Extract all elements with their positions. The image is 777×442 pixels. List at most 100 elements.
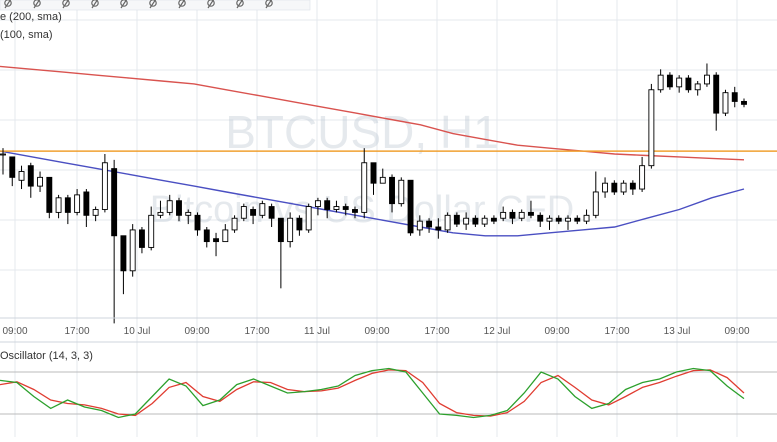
- candle-up: [500, 211, 507, 219]
- candle-up: [620, 182, 627, 193]
- candle-down: [203, 229, 210, 243]
- candle-up: [481, 217, 488, 225]
- pencil-icon-glyph: [62, 0, 70, 7]
- candle-up: [583, 214, 590, 222]
- candle-down: [9, 156, 16, 178]
- candle-down: [574, 217, 581, 222]
- ruler-icon[interactable]: [178, 0, 186, 9]
- candles-layer: [0, 63, 747, 324]
- stoch-d-line: [0, 369, 745, 417]
- oscillator-pane: [0, 367, 777, 419]
- candle-up: [129, 229, 136, 272]
- brush-icon[interactable]: [91, 0, 99, 9]
- legend-sma100[interactable]: (100, sma): [0, 29, 53, 41]
- x-tick-label: 09:00: [2, 326, 27, 337]
- candle-up: [287, 217, 294, 243]
- candle-down: [685, 77, 692, 91]
- x-tick-label: 11 Jul: [304, 326, 330, 337]
- fit-icon-glyph: [149, 0, 157, 7]
- draw-line-icon-glyph: [33, 0, 41, 7]
- candle-down: [213, 238, 219, 243]
- resize-icon-stroke: [265, 0, 273, 9]
- candle-down: [268, 206, 275, 219]
- candle-up: [314, 200, 321, 208]
- stoch-k-line: [0, 367, 745, 419]
- candle-down: [324, 200, 331, 210]
- brush-icon-stroke: [91, 0, 99, 9]
- candle-up: [157, 211, 164, 216]
- candle-up: [676, 77, 683, 88]
- pencil-icon[interactable]: [62, 0, 70, 9]
- candle-up: [704, 74, 710, 85]
- crosshair-icon[interactable]: [4, 0, 12, 9]
- x-tick-label: 17:00: [64, 326, 89, 337]
- candle-down: [250, 209, 257, 216]
- crosshair-icon-stroke: [4, 0, 12, 9]
- candle-up: [148, 214, 155, 248]
- candle-up: [0, 153, 6, 156]
- candle-down: [46, 176, 53, 213]
- candle-down: [389, 176, 395, 205]
- candle-down: [741, 100, 747, 105]
- candle-up: [657, 74, 664, 91]
- candle-down: [296, 217, 303, 231]
- sma100-line: [0, 150, 745, 237]
- fit-icon[interactable]: [149, 0, 157, 9]
- candle-down: [453, 214, 460, 225]
- sma200-line: [0, 65, 745, 161]
- magnet-icon[interactable]: [207, 0, 215, 9]
- candle-down: [472, 217, 479, 225]
- toolbar: [0, 0, 311, 11]
- x-tick-label: 09:00: [184, 326, 209, 337]
- cursor-icon-stroke: [120, 0, 128, 9]
- candle-up: [602, 182, 609, 193]
- candle-down: [435, 226, 442, 231]
- candle-down: [528, 211, 534, 216]
- candle-up: [722, 92, 729, 114]
- candle-down: [490, 217, 497, 222]
- candle-down: [83, 191, 90, 216]
- candle-down: [138, 229, 145, 248]
- candle-up: [361, 162, 368, 213]
- x-tick-label: 09:00: [364, 326, 389, 337]
- x-tick-label: 10 Jul: [124, 326, 151, 337]
- candle-up: [37, 176, 43, 187]
- legend-oscillator[interactable]: Oscillator (14, 3, 3): [0, 350, 93, 362]
- settings-icon-stroke: [236, 0, 244, 9]
- candle-up: [592, 191, 599, 216]
- candle-up: [463, 217, 470, 225]
- x-tick-label: 17:00: [424, 326, 449, 337]
- candle-up: [259, 203, 266, 216]
- candle-up: [222, 229, 229, 243]
- candle-up: [648, 89, 655, 167]
- candle-down: [277, 217, 284, 243]
- legend-sma200[interactable]: e (200, sma): [0, 11, 62, 23]
- candle-up: [240, 206, 247, 219]
- candle-down: [27, 165, 34, 187]
- candle-down: [426, 220, 433, 228]
- candle-up: [185, 211, 192, 216]
- settings-icon[interactable]: [236, 0, 244, 9]
- candle-down: [342, 206, 349, 210]
- cursor-icon[interactable]: [120, 0, 128, 9]
- candle-up: [639, 165, 646, 190]
- candle-down: [509, 211, 516, 219]
- magnet-icon-glyph: [207, 0, 215, 7]
- candle-down: [537, 214, 544, 222]
- resize-icon[interactable]: [265, 0, 273, 9]
- candle-down: [611, 182, 618, 193]
- candle-down: [370, 162, 377, 184]
- candle-up: [74, 194, 81, 213]
- sma-layer: [0, 65, 745, 237]
- candle-down: [713, 74, 720, 114]
- pencil-icon-stroke: [62, 0, 70, 9]
- fit-icon-stroke: [149, 0, 157, 9]
- candle-down: [64, 197, 71, 213]
- candle-up: [694, 83, 701, 91]
- candle-up: [565, 217, 571, 222]
- draw-line-icon[interactable]: [33, 0, 41, 9]
- ruler-icon-glyph: [178, 0, 186, 7]
- x-tick-label: 12 Jul: [484, 326, 511, 337]
